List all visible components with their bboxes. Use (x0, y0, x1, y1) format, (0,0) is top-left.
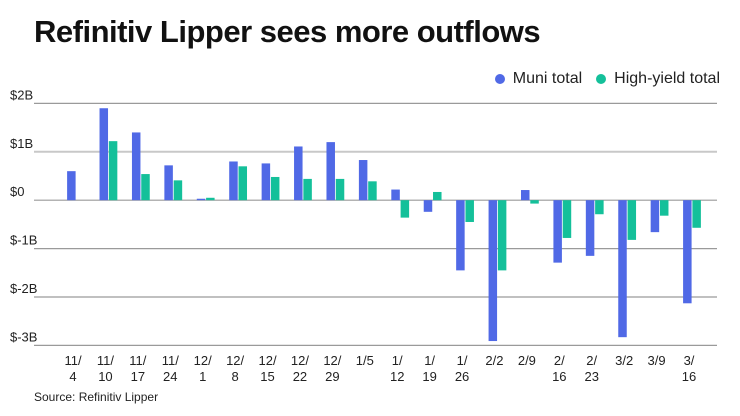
bar-muni (326, 142, 335, 201)
legend: Muni total High-yield total (481, 70, 720, 88)
bar-high-yield (627, 200, 637, 240)
x-tick-label: 12 (390, 369, 404, 384)
bar-high-yield (659, 200, 669, 216)
x-tick-label: 12/ (323, 353, 341, 368)
bar-high-yield (141, 174, 150, 201)
legend-label-high-yield: High-yield total (614, 70, 720, 87)
x-tick-label: 4 (69, 369, 76, 384)
bar-muni (456, 200, 465, 271)
x-tick-label: 12/ (226, 353, 244, 368)
legend-label-muni: Muni total (512, 70, 583, 87)
bar-high-yield (238, 166, 248, 201)
bar-muni (99, 108, 109, 201)
x-tick-label: 15 (260, 369, 274, 384)
bar-high-yield (497, 200, 507, 271)
x-tick-label: 16 (552, 369, 566, 384)
bar-muni (391, 189, 400, 201)
x-tick-label: 3/9 (648, 353, 666, 368)
bar-muni (67, 171, 76, 201)
x-tick-label: 24 (163, 369, 177, 384)
x-tick-label: 1 (199, 369, 206, 384)
x-tick-label: 11/ (97, 353, 114, 368)
bar-muni (229, 161, 238, 201)
bar-high-yield (206, 197, 215, 201)
bar-muni (650, 200, 660, 233)
legend-dot-muni-icon (494, 74, 505, 84)
x-tick-label: 29 (325, 369, 339, 384)
y-tick-label: $-1B (10, 233, 37, 248)
bar-high-yield (335, 178, 345, 201)
bar-muni (585, 200, 595, 256)
bar-muni (131, 132, 141, 201)
x-tick-label: 3/2 (615, 353, 633, 368)
x-tick-label: 26 (455, 369, 469, 384)
x-tick-label: 22 (293, 369, 307, 384)
x-tick-label: 2/ (554, 353, 565, 368)
x-tick-label: 11/ (162, 353, 179, 368)
y-tick-label: $1B (10, 136, 33, 151)
bar-high-yield (173, 180, 183, 201)
x-tick-label: 2/2 (485, 353, 503, 368)
x-tick-label: 8 (231, 369, 238, 384)
bar-muni (520, 190, 530, 201)
x-tick-label: 10 (98, 369, 112, 384)
x-tick-label: 1/ (392, 353, 403, 368)
y-axis-ticks: $2B $1B $0 $-1B $-2B $-3B (10, 87, 37, 344)
bar-high-yield (530, 200, 539, 204)
y-tick-label: $-3B (10, 329, 37, 344)
x-tick-label: 12/ (258, 353, 276, 368)
x-tick-label: 11/ (64, 353, 81, 368)
y-tick-label: $0 (10, 184, 24, 199)
x-tick-label: 11/ (129, 353, 146, 368)
bar-high-yield (465, 200, 474, 222)
bar-muni (423, 200, 433, 212)
x-tick-label: 12/ (291, 353, 309, 368)
bar-muni (683, 200, 692, 304)
bar-high-yield (270, 176, 280, 201)
x-tick-label: 17 (131, 369, 145, 384)
x-tick-label: 3/ (684, 353, 695, 368)
bar-high-yield (692, 200, 701, 228)
x-tick-label: 2/9 (518, 353, 536, 368)
y-tick-label: $2B (10, 87, 33, 102)
bar-high-yield (368, 181, 377, 201)
x-tick-label: 16 (682, 369, 696, 384)
bar-muni (261, 163, 271, 201)
chart-title: Refinitiv Lipper sees more outflows (34, 14, 541, 49)
x-tick-label: 1/ (424, 353, 435, 368)
legend-item-muni: Muni total (494, 70, 583, 88)
bar-high-yield (303, 178, 312, 201)
bar-high-yield (595, 200, 604, 215)
x-tick-label: 1/5 (356, 353, 374, 368)
x-tick-label: 1/ (457, 353, 468, 368)
x-tick-label: 12/ (194, 353, 212, 368)
bar-muni (358, 160, 368, 201)
bar-muni (164, 165, 173, 201)
x-tick-label: 19 (422, 369, 436, 384)
y-tick-label: $-2B (10, 281, 37, 296)
x-axis-ticks: 11/411/1011/1711/2412/112/812/1512/2212/… (64, 353, 696, 384)
bar-muni (294, 146, 303, 201)
bar-muni (553, 200, 562, 263)
bars (67, 108, 701, 342)
bar-muni (196, 198, 206, 201)
legend-dot-high-yield-icon (596, 74, 607, 84)
x-tick-label: 23 (584, 369, 598, 384)
bar-high-yield (562, 200, 572, 238)
bar-muni (488, 200, 498, 342)
bar-muni (618, 200, 627, 338)
bar-high-yield (433, 191, 442, 201)
bar-high-yield (400, 200, 410, 218)
x-tick-label: 2/ (586, 353, 597, 368)
bar-high-yield (108, 141, 118, 201)
source-note: Source: Refinitiv Lipper (34, 390, 159, 404)
legend-item-high-yield: High-yield total (596, 70, 720, 88)
